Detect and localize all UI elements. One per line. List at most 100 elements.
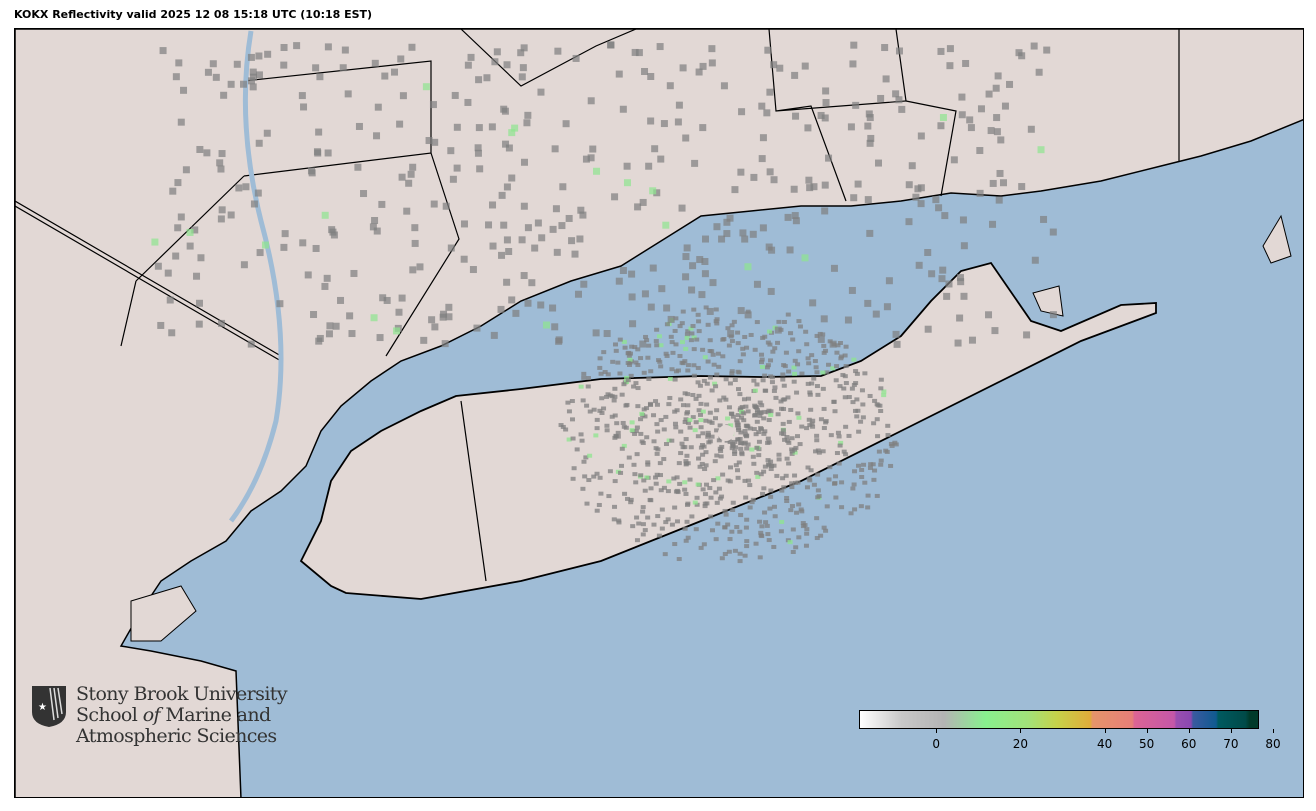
radar-echo	[960, 242, 968, 250]
radar-echo	[826, 477, 832, 482]
radar-echo	[551, 145, 559, 153]
radar-echo	[639, 198, 647, 206]
radar-echo	[985, 311, 993, 319]
radar-echo	[771, 463, 777, 468]
radar-echo	[726, 405, 732, 410]
radar-echo	[729, 529, 735, 534]
radar-echo	[263, 129, 271, 137]
radar-echo	[594, 417, 600, 422]
radar-echo	[578, 432, 584, 437]
radar-echo	[614, 421, 620, 426]
radar-echo	[631, 48, 639, 56]
radar-echo	[576, 235, 584, 243]
radar-echo	[757, 413, 763, 418]
radar-echo	[775, 412, 781, 417]
radar-echo	[763, 109, 771, 117]
radar-echo	[995, 196, 1003, 204]
radar-echo	[770, 349, 776, 354]
radar-echo	[722, 525, 728, 530]
radar-echo	[733, 463, 739, 468]
radar-echo	[1043, 46, 1051, 54]
radar-echo	[744, 544, 750, 549]
radar-echo	[316, 73, 324, 81]
radar-echo	[977, 105, 985, 113]
radar-echo	[862, 371, 868, 376]
radar-echo	[691, 335, 697, 340]
radar-echo	[688, 326, 694, 331]
radar-echo	[797, 324, 803, 329]
radar-echo	[815, 495, 821, 500]
radar-echo	[276, 300, 284, 308]
radar-echo	[369, 223, 377, 231]
radar-echo	[662, 221, 670, 229]
radar-echo	[615, 277, 623, 285]
radar-echo	[801, 254, 809, 262]
radar-echo	[939, 266, 947, 274]
radar-echo	[709, 434, 715, 439]
radar-echo	[688, 286, 696, 294]
radar-echo	[666, 82, 674, 90]
radar-echo	[579, 211, 587, 219]
radar-echo	[635, 347, 641, 352]
radar-echo	[685, 410, 691, 415]
radar-echo	[667, 395, 673, 400]
colorbar-tick	[1230, 729, 1232, 733]
radar-echo	[851, 482, 857, 487]
radar-echo	[892, 90, 900, 98]
radar-echo	[666, 438, 672, 443]
radar-echo	[321, 282, 329, 290]
radar-echo	[696, 408, 702, 413]
radar-echo	[695, 365, 701, 370]
radar-echo	[761, 486, 767, 491]
radar-echo	[674, 475, 680, 480]
radar-echo	[764, 46, 772, 54]
logo-line2c: Marine and	[159, 704, 271, 726]
radar-echo	[859, 467, 865, 472]
radar-echo	[985, 90, 993, 98]
radar-echo	[653, 475, 659, 480]
radar-echo	[254, 189, 262, 197]
radar-echo	[706, 440, 712, 445]
radar-echo	[716, 486, 722, 491]
radar-echo	[759, 524, 765, 529]
radar-echo	[821, 343, 827, 348]
radar-echo	[694, 502, 700, 507]
radar-echo	[261, 241, 269, 249]
radar-echo	[959, 216, 967, 224]
radar-echo	[416, 263, 424, 271]
radar-echo	[989, 220, 997, 228]
radar-echo	[854, 180, 862, 188]
radar-echo	[683, 491, 689, 496]
radar-echo	[523, 119, 531, 127]
radar-echo	[786, 440, 792, 445]
radar-echo	[956, 274, 964, 282]
radar-echo	[875, 434, 881, 439]
radar-echo	[782, 437, 788, 442]
radar-echo	[203, 149, 211, 157]
radar-echo	[572, 54, 580, 62]
mainland	[15, 29, 1303, 797]
radar-echo	[669, 522, 675, 527]
radar-echo	[476, 165, 484, 173]
radar-echo	[728, 423, 734, 428]
radar-echo	[677, 481, 683, 486]
radar-echo	[218, 206, 226, 214]
radar-echo	[820, 315, 828, 323]
radar-echo	[735, 341, 741, 346]
radar-echo	[249, 68, 257, 76]
radar-echo	[968, 336, 976, 344]
radar-echo	[725, 326, 731, 331]
radar-echo	[691, 159, 699, 167]
radar-echo	[552, 205, 560, 213]
logo-line2b: of	[142, 704, 161, 726]
radar-echo	[409, 266, 417, 274]
radar-echo	[707, 338, 713, 343]
radar-echo	[705, 430, 711, 435]
radar-echo	[768, 467, 774, 472]
radar-echo	[537, 301, 545, 309]
radar-echo	[752, 403, 758, 408]
radar-echo	[713, 307, 719, 312]
radar-echo	[233, 60, 241, 68]
radar-echo	[672, 542, 678, 547]
radar-map[interactable]	[14, 28, 1304, 798]
